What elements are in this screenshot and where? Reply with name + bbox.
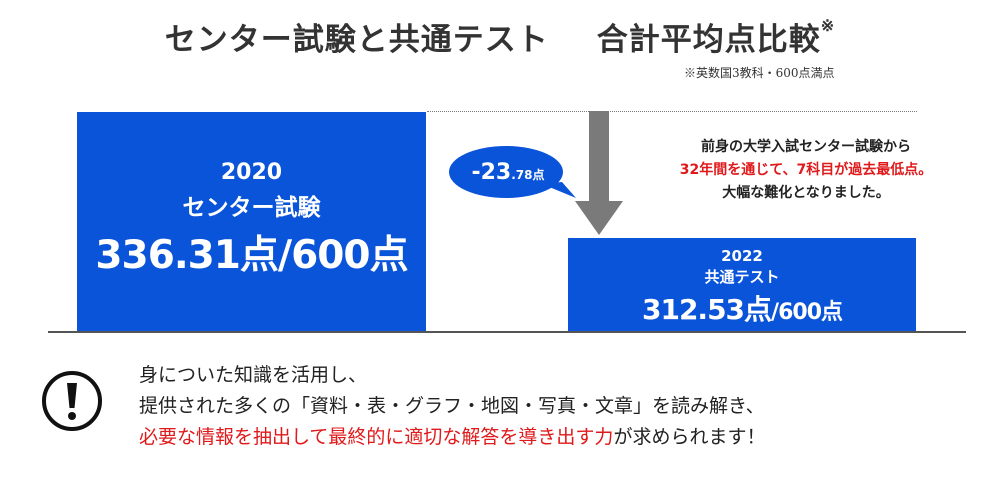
exam-2020-year: 2020 [220,160,283,185]
exam-2022-name: 共通テスト [704,268,780,286]
description-line-3: 大幅な難化となりました。 [722,185,890,201]
title-right: 合計平均点比較 [596,22,821,58]
message-line-3-rest: が求められます！ [613,426,766,448]
exam-2022-year: 2022 [721,247,763,265]
exam-2020-score: 336.31点/600点 [95,233,408,278]
message-line-3-highlight: 必要な情報を抽出して最終的に適切な解答を導き出す力 [139,426,614,448]
description-line-1: 前身の大学入試センター試験から [701,139,911,155]
title-left: センター試験と共通テスト [164,22,549,58]
exam-2020-box: 2020 センター試験 336.31点/600点 [77,112,426,332]
footnote: ※英数国3教科・600点満点 [684,66,835,80]
baseline [48,331,966,333]
exam-2020-name: センター試験 [182,195,321,221]
exam-2022-score-suffix: /600点 [771,300,843,325]
page-title: センター試験と共通テスト 合計平均点比較※ [0,14,1000,59]
down-arrow-icon [575,111,623,235]
dotted-guide-line [427,111,917,112]
exam-2022-box: 2022 共通テスト 312.53点/600点 [568,238,916,332]
exclamation-circle-icon [42,371,102,431]
exam-2022-score: 312.53点/600点 [568,288,916,328]
exam-2022-score-value: 312.53点 [641,293,772,326]
difference-value: -23.78点 [471,160,545,185]
message-line-2: 提供された多くの「資料・表・グラフ・地図・写真・文章」を読み解き、 [139,395,765,417]
message: 身についた知識を活用し、 提供された多くの「資料・表・グラフ・地図・写真・文章」… [139,360,765,453]
difference-bubble [449,146,576,198]
message-line-1: 身についた知識を活用し、 [139,364,368,386]
description-line-2: 32年間を通じて、7科目が過去最低点。 [679,162,933,178]
title-mark: ※ [820,16,836,35]
message-line-3: 必要な情報を抽出して最終的に適切な解答を導き出す力が求められます！ [139,422,765,453]
description: 前身の大学入試センター試験から 32年間を通じて、7科目が過去最低点。 大幅な難… [636,136,976,205]
